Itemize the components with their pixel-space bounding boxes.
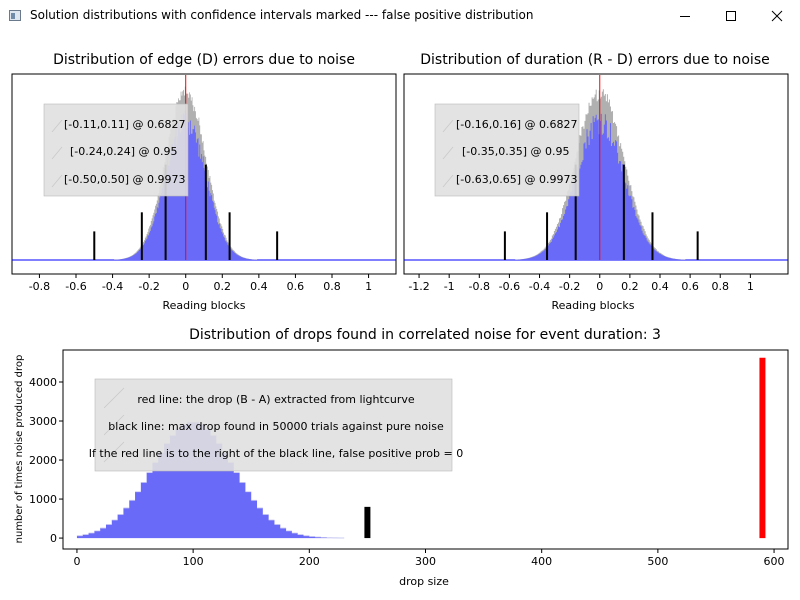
app-icon xyxy=(9,10,21,21)
edge-legend-swatch-2 xyxy=(51,146,63,160)
drops-chart-title: Distribution of drops found in correlate… xyxy=(189,327,661,343)
duration-legend-swatch-3 xyxy=(442,174,454,188)
duration-chart-title: Distribution of duration (R - D) errors … xyxy=(420,52,769,68)
duration-x-tick-label: 0.2 xyxy=(621,280,639,293)
duration-x-tick-label: 0.4 xyxy=(651,280,669,293)
minimize-icon xyxy=(680,15,690,17)
duration-legend: [-0.16,0.16] @ 0.6827 [-0.35,0.35] @ 0.9… xyxy=(434,103,580,197)
duration-x-tick-label: -0.8 xyxy=(469,280,490,293)
drops-y-tick-label: 0 xyxy=(50,532,57,545)
edge-x-tick-label: 0 xyxy=(182,280,189,293)
drops-x-axis-label: drop size xyxy=(399,575,449,588)
duration-x-tick-label: 0.6 xyxy=(681,280,699,293)
duration-x-axis-label: Reading blocks xyxy=(551,299,634,312)
close-icon xyxy=(771,10,783,21)
duration-legend-item-3: [-0.63,0.65] @ 0.9973 xyxy=(456,173,578,186)
drops-x-tick-label: 500 xyxy=(647,555,668,568)
drops-x-tick-label: 300 xyxy=(415,555,436,568)
drops-x-tick-label: 600 xyxy=(764,555,785,568)
plots-area: Distribution of edge (D) errors due to n… xyxy=(11,52,789,588)
drops-y-tick-label: 2000 xyxy=(29,454,57,467)
drops-y-tick-label: 4000 xyxy=(29,376,57,389)
maximize-button[interactable] xyxy=(708,0,754,31)
drops-x-tick-label: 400 xyxy=(531,555,552,568)
drops-y-axis-label: number of times noise produced drop xyxy=(14,355,25,544)
edge-legend-swatch-3 xyxy=(51,174,63,188)
duration-legend-item-2: [-0.35,0.35] @ 0.95 xyxy=(462,145,570,158)
drops-legend-item-1: red line: the drop (B - A) extracted fro… xyxy=(137,393,415,406)
drops-legend-swatch-2 xyxy=(103,414,125,436)
drops-histogram-bars xyxy=(76,422,345,539)
duration-legend-box xyxy=(434,103,580,197)
edge-legend-item-1: [-0.11,0.11] @ 0.6827 xyxy=(64,118,186,131)
drops-legend: red line: the drop (B - A) extracted fro… xyxy=(89,378,463,472)
drops-legend-box xyxy=(94,378,453,472)
close-button[interactable] xyxy=(754,0,800,31)
minimize-button[interactable] xyxy=(662,0,708,31)
drops-legend-swatch-1 xyxy=(103,387,125,409)
edge-x-tick-label: 0.2 xyxy=(214,280,232,293)
edge-x-axis-label: Reading blocks xyxy=(162,299,245,312)
drops-x-tick-label: 0 xyxy=(73,555,80,568)
drops-y-tick-label: 3000 xyxy=(29,415,57,428)
edge-x-tick-label: 1 xyxy=(365,280,372,293)
edge-legend-box xyxy=(43,103,189,197)
drops-legend-item-3: If the red line is to the right of the b… xyxy=(89,447,463,460)
edge-x-tick-label: -0.2 xyxy=(138,280,159,293)
edge-legend-item-2: [-0.24,0.24] @ 0.95 xyxy=(70,145,178,158)
edge-legend-item-3: [-0.50,0.50] @ 0.9973 xyxy=(64,173,186,186)
edge-x-tick-label: -0.8 xyxy=(29,280,50,293)
duration-plot: -1.2 -1 -0.8 -0.6 -0.4 -0.2 0 0.2 0.4 0.6 0.8 1 xyxy=(404,75,788,293)
duration-x-tick-label: 0.8 xyxy=(711,280,729,293)
duration-x-tick-label: -0.2 xyxy=(559,280,580,293)
drops-legend-swatch-3 xyxy=(103,441,125,463)
drops-plot: 0 100 200 300 400 500 600 0 1000 2000 3000 4000 xyxy=(29,357,785,568)
duration-legend-swatch-2 xyxy=(442,146,454,160)
drops-x-tick-label: 200 xyxy=(299,555,320,568)
edge-x-tick-label: 0.6 xyxy=(287,280,305,293)
edge-legend: [-0.11,0.11] @ 0.6827 [-0.24,0.24] @ 0.9… xyxy=(43,103,189,197)
duration-legend-swatch-1 xyxy=(442,119,454,133)
edge-x-tick-label: -0.6 xyxy=(65,280,86,293)
drops-legend-item-2: black line: max drop found in 50000 tria… xyxy=(108,420,444,433)
drops-y-tick-label: 1000 xyxy=(29,493,57,506)
edge-x-tick-label: -0.4 xyxy=(102,280,123,293)
edge-x-tick-label: 0.8 xyxy=(323,280,341,293)
edge-legend-swatch-1 xyxy=(51,119,63,133)
drops-x-tick-label: 100 xyxy=(183,555,204,568)
edge-chart-title: Distribution of edge (D) errors due to n… xyxy=(53,52,355,68)
duration-x-tick-label: -0.4 xyxy=(529,280,550,293)
duration-x-tick-label: -1.2 xyxy=(408,280,429,293)
duration-x-tick-label: 0 xyxy=(596,280,603,293)
edge-x-tick-label: 0.4 xyxy=(250,280,268,293)
title-bar[interactable]: Solution distributions with confidence i… xyxy=(0,0,800,32)
maximize-icon xyxy=(726,10,736,21)
duration-x-tick-label: 1 xyxy=(747,280,754,293)
duration-x-tick-label: -1 xyxy=(444,280,455,293)
duration-legend-item-1: [-0.16,0.16] @ 0.6827 xyxy=(456,118,578,131)
duration-x-tick-label: -0.6 xyxy=(499,280,520,293)
window-title: Solution distributions with confidence i… xyxy=(30,8,534,22)
